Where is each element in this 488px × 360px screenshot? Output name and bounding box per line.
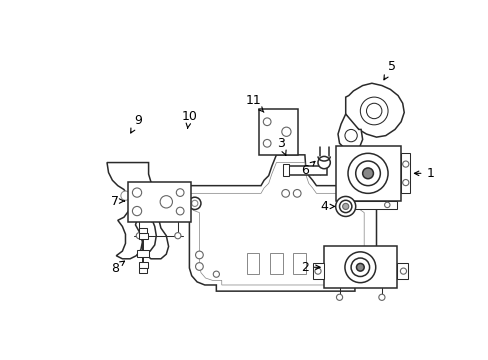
Circle shape [350,258,369,276]
Circle shape [378,294,384,300]
Circle shape [176,189,183,197]
Text: 2: 2 [300,261,320,274]
Circle shape [360,97,387,125]
Bar [127,182,190,222]
Circle shape [176,207,183,215]
Circle shape [356,264,364,271]
Text: 7: 7 [110,194,124,208]
Text: 4: 4 [320,200,334,213]
Bar [324,246,396,288]
Text: 11: 11 [245,94,264,112]
Circle shape [174,233,181,239]
Bar [282,164,288,176]
Circle shape [160,196,172,208]
Bar [270,253,282,274]
Circle shape [314,268,321,274]
Circle shape [342,203,348,210]
Circle shape [335,197,355,216]
Bar [400,153,409,193]
Circle shape [132,188,142,197]
Circle shape [362,168,373,179]
Circle shape [213,271,219,277]
Polygon shape [337,114,362,151]
Circle shape [281,189,289,197]
Polygon shape [107,163,168,259]
Circle shape [344,130,357,142]
Bar [339,201,396,209]
Bar [259,109,297,155]
Circle shape [263,139,270,147]
Circle shape [344,252,375,283]
Circle shape [191,200,198,206]
Circle shape [121,191,130,200]
Bar [138,262,147,268]
Circle shape [355,161,380,186]
Circle shape [339,200,351,213]
Circle shape [402,161,408,167]
Circle shape [188,197,201,210]
Bar [396,264,407,279]
Circle shape [317,156,329,169]
Bar [246,253,259,274]
Polygon shape [187,163,364,285]
Circle shape [263,118,270,126]
Circle shape [400,268,406,274]
Text: 5: 5 [383,60,395,80]
Circle shape [336,294,342,300]
Circle shape [132,206,142,216]
Circle shape [195,251,203,259]
Circle shape [359,267,365,274]
Text: 3: 3 [277,137,285,156]
Bar [335,145,400,201]
Bar [313,264,324,279]
Bar [137,249,149,257]
Circle shape [347,153,387,193]
Bar [286,166,326,175]
Circle shape [136,233,142,239]
Circle shape [150,212,159,221]
Circle shape [346,202,351,208]
Polygon shape [345,83,404,137]
Bar [139,268,147,273]
Bar [138,233,147,239]
Circle shape [366,103,381,119]
Circle shape [281,127,290,136]
Bar [293,253,305,274]
Circle shape [293,189,301,197]
Bar [139,228,147,233]
Text: 1: 1 [413,167,433,180]
Text: 10: 10 [181,110,197,129]
Circle shape [384,202,389,208]
Text: 6: 6 [300,161,314,177]
Polygon shape [176,155,376,291]
Text: 9: 9 [130,114,142,133]
Circle shape [402,180,408,186]
Text: 8: 8 [110,261,124,275]
Circle shape [195,263,203,270]
